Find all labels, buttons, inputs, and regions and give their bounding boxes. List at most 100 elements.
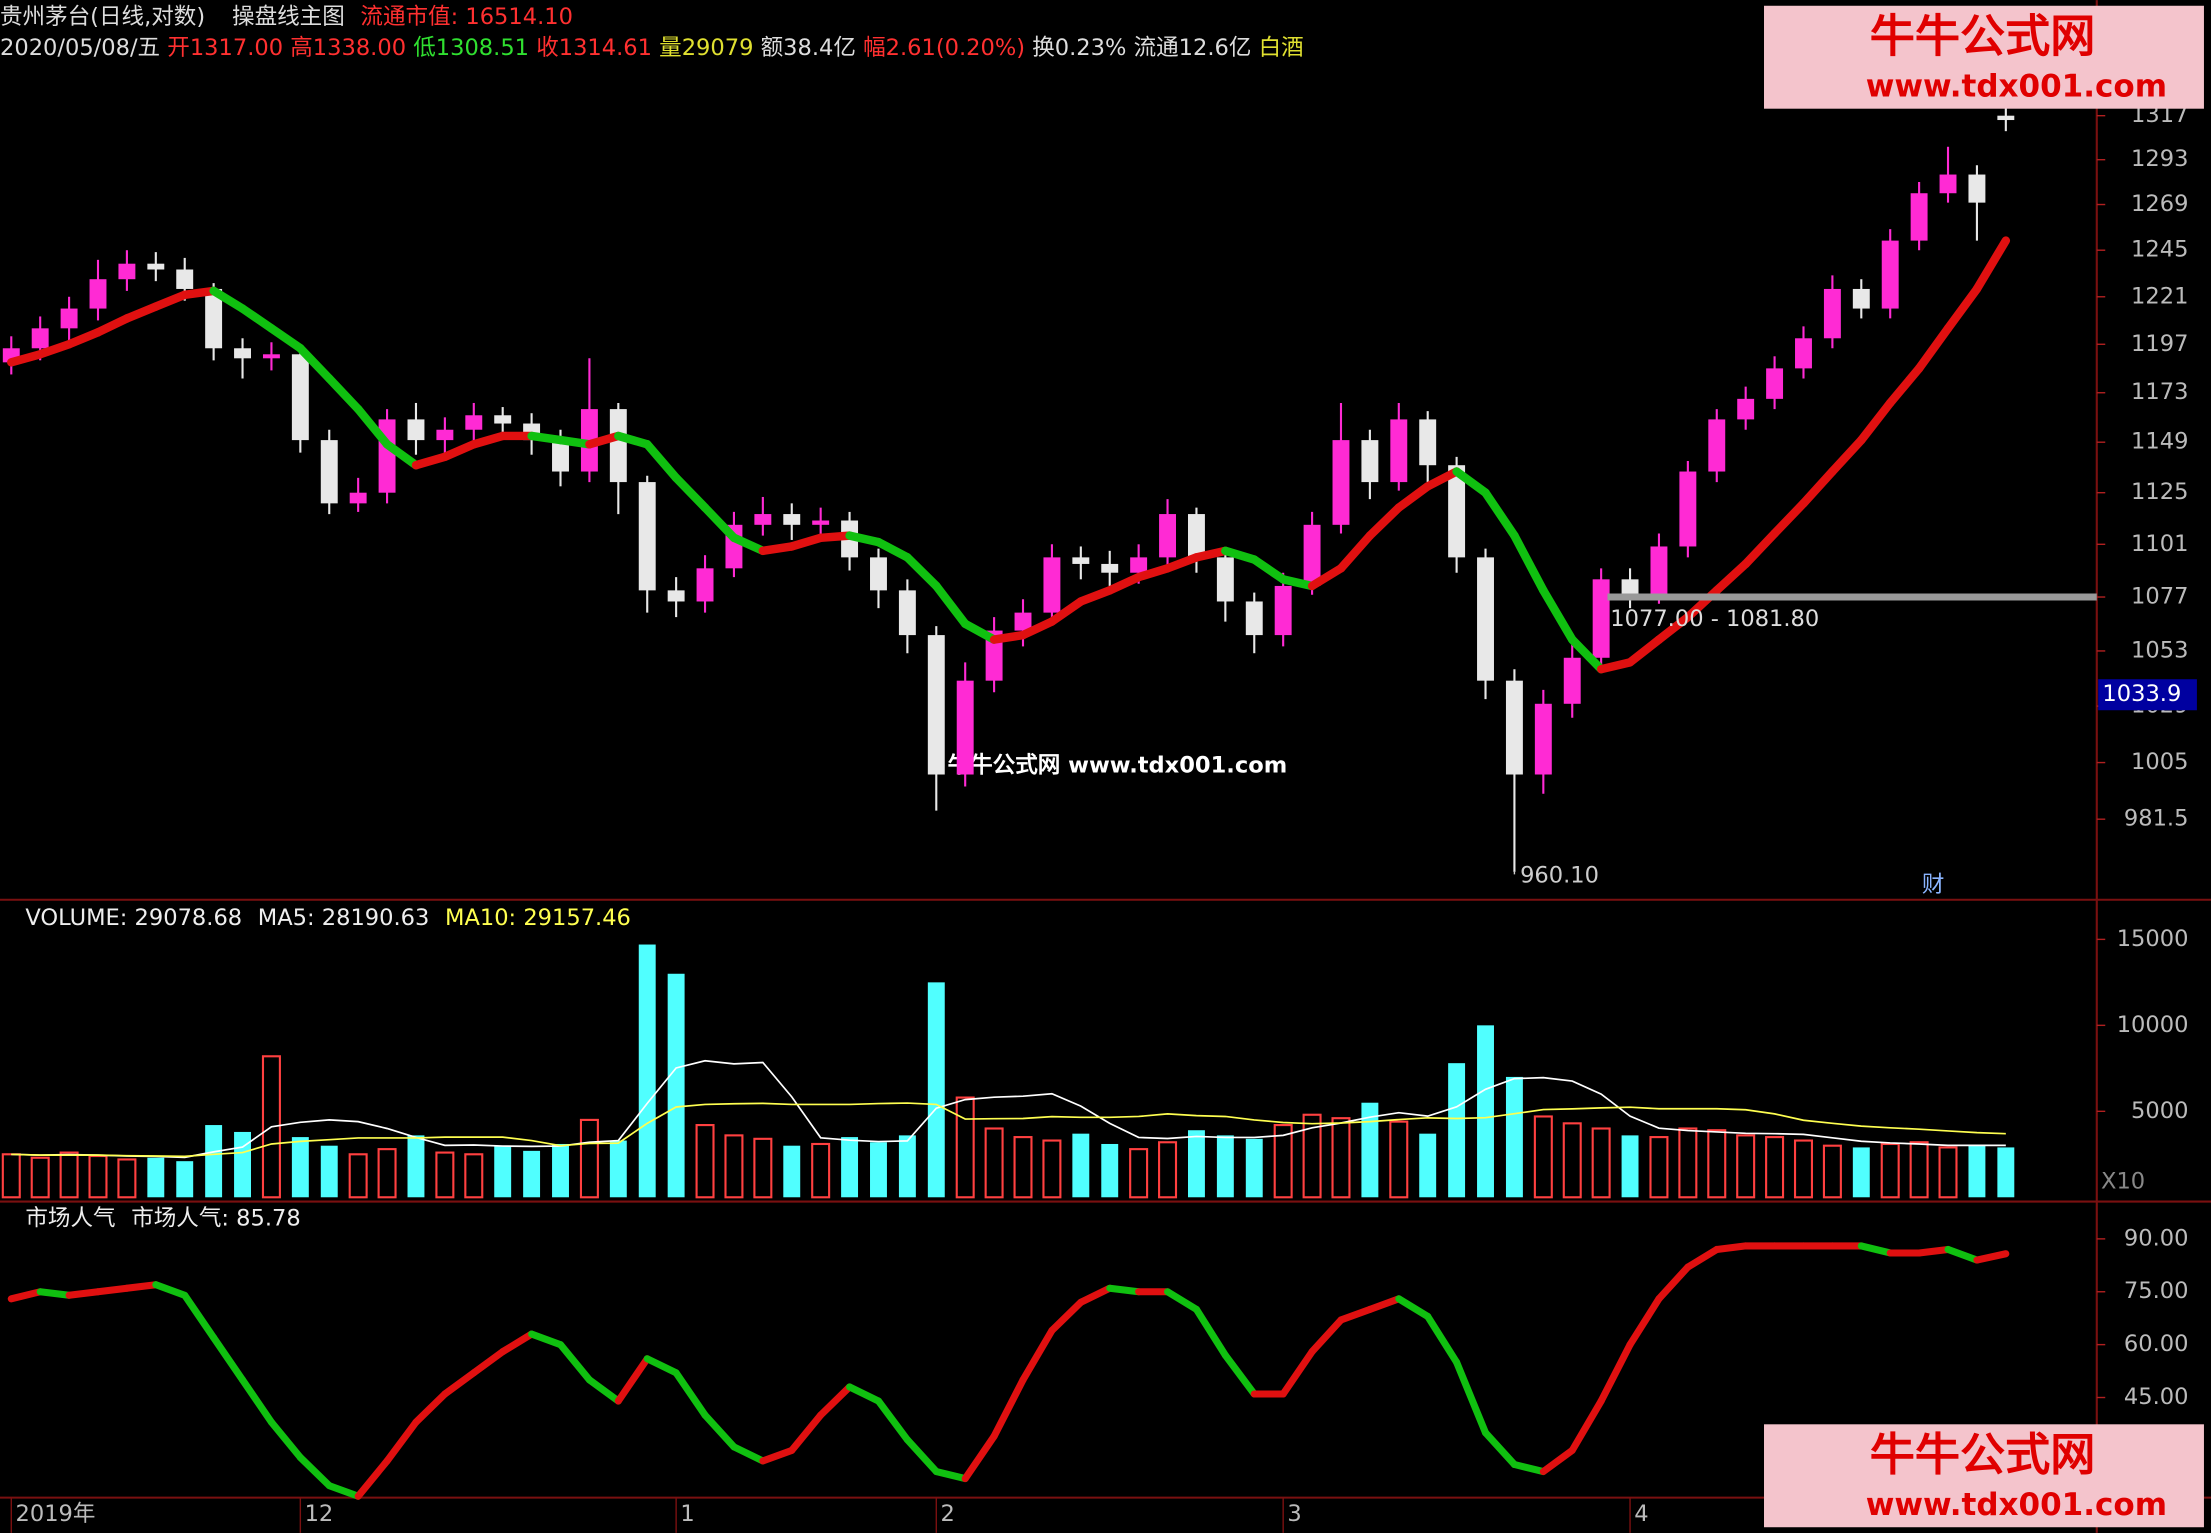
popularity-segment [1192,1305,1229,1359]
ma-segment [1857,398,1895,445]
indicator-value: 市场人气: 85.78 [131,1205,301,1231]
watermark-url: www.tdx001.com [1866,1487,2167,1523]
popularity-segment [94,1284,131,1296]
volume-bar [1968,1145,1986,1198]
popularity-segment [788,1411,825,1454]
volume-bar [695,1124,715,1199]
y-tick-label: 15000 [2117,926,2189,952]
ma-segment [238,304,276,333]
ma-segment [1452,467,1490,497]
ma-segment [527,431,565,445]
volume-bar [464,1153,484,1199]
popularity-segment [1944,1245,1981,1264]
ma-segment [151,290,189,311]
ma-segment [1278,575,1317,591]
volume-bar [841,1137,859,1198]
volume-bar [1389,1120,1409,1199]
candle-body [1650,546,1668,595]
y-tick-label: 1005 [2131,749,2188,775]
y-tick-label: 1149 [2131,429,2188,455]
volume-bar [523,1150,541,1198]
popularity-segment [1077,1284,1114,1306]
popularity-segment [1481,1429,1518,1469]
popularity-segment [556,1341,593,1384]
watermark-center: 牛牛公式网 www.tdx001.com [948,752,1288,778]
popularity-segment [1597,1341,1634,1405]
indicator-name[interactable]: 操盘线主图 [232,4,345,30]
candle-body [1245,601,1263,636]
popularity-segment [65,1288,102,1299]
candle-body [1505,680,1523,775]
ma-segment [325,374,363,414]
volume: 量29079 [659,35,753,61]
y-tick-label: 1053 [2131,637,2188,663]
ma-segment [353,404,392,449]
ma-segment [1654,612,1693,644]
popularity-segment [325,1482,362,1500]
candle-body [147,263,165,270]
ma-segment [122,302,161,323]
popularity-segment [1395,1295,1432,1320]
ma-segment [1365,503,1404,540]
turnover: 换0.23% [1032,35,1126,61]
volume-bar [1880,1142,1900,1199]
popularity-segment [441,1369,478,1398]
volume-bar [1852,1147,1870,1198]
candle-body [1332,440,1350,525]
candle-body [1881,240,1899,309]
candle-body [1679,471,1697,547]
volume-bar [1302,1113,1322,1199]
ma-segment [1307,564,1346,591]
ma-segment [1394,482,1432,512]
volume-bar [407,1135,425,1198]
popularity-segment [1568,1397,1605,1454]
volume-bar [435,1151,455,1199]
ma10-line [11,1102,2006,1158]
price-line-label: 1077.00 - 1081.80 [1610,606,1819,632]
volume-bar [1678,1127,1698,1199]
volume-bar [1793,1139,1814,1199]
ma-segment [1568,635,1606,674]
candle-body [262,354,280,359]
candle-body [1390,419,1408,483]
volume-bar [783,1145,801,1198]
popularity-segment [961,1432,998,1483]
candle-body [176,269,194,289]
popularity-segment [354,1457,391,1500]
y-tick-label: 981.5 [2124,806,2189,832]
watermark-url: www.tdx001.com [1866,69,2167,105]
y-tick-label: 5000 [2131,1098,2188,1124]
candle-body [1014,612,1032,631]
x-tick-label: 3 [1287,1501,1301,1527]
candle-body [754,514,772,525]
ma-segment [1914,324,1953,373]
x-tick-label: 4 [1634,1501,1648,1527]
popularity-segment [730,1443,767,1465]
volume-bar [1649,1136,1669,1199]
candle-body [31,328,49,349]
candle-body [667,590,685,602]
ma-segment [1596,658,1635,674]
volume-bar [1909,1141,1929,1199]
popularity-segment [1019,1327,1056,1384]
popularity-segment [181,1291,218,1342]
ma-segment [1423,467,1461,491]
popularity-segment [1048,1298,1085,1335]
high: 高1338.00 [290,35,406,61]
y-tick-label: 75.00 [2124,1278,2189,1304]
volume-bar [291,1137,309,1198]
ma-segment [1134,564,1172,582]
candle-body [783,514,801,525]
finance-marker: 财 [1922,872,1945,898]
volume-bar [494,1145,512,1198]
ma-segment [729,533,768,556]
ma-segment [1625,635,1664,667]
volume-bar [147,1157,165,1198]
ma-segment [816,531,854,543]
header-line-2: 2020/05/08/五 开1317.00 高1338.00 低1308.51 … [0,35,1304,61]
popularity-segment [1684,1245,1721,1271]
candle-body [812,520,830,525]
popularity-segment [874,1397,911,1444]
